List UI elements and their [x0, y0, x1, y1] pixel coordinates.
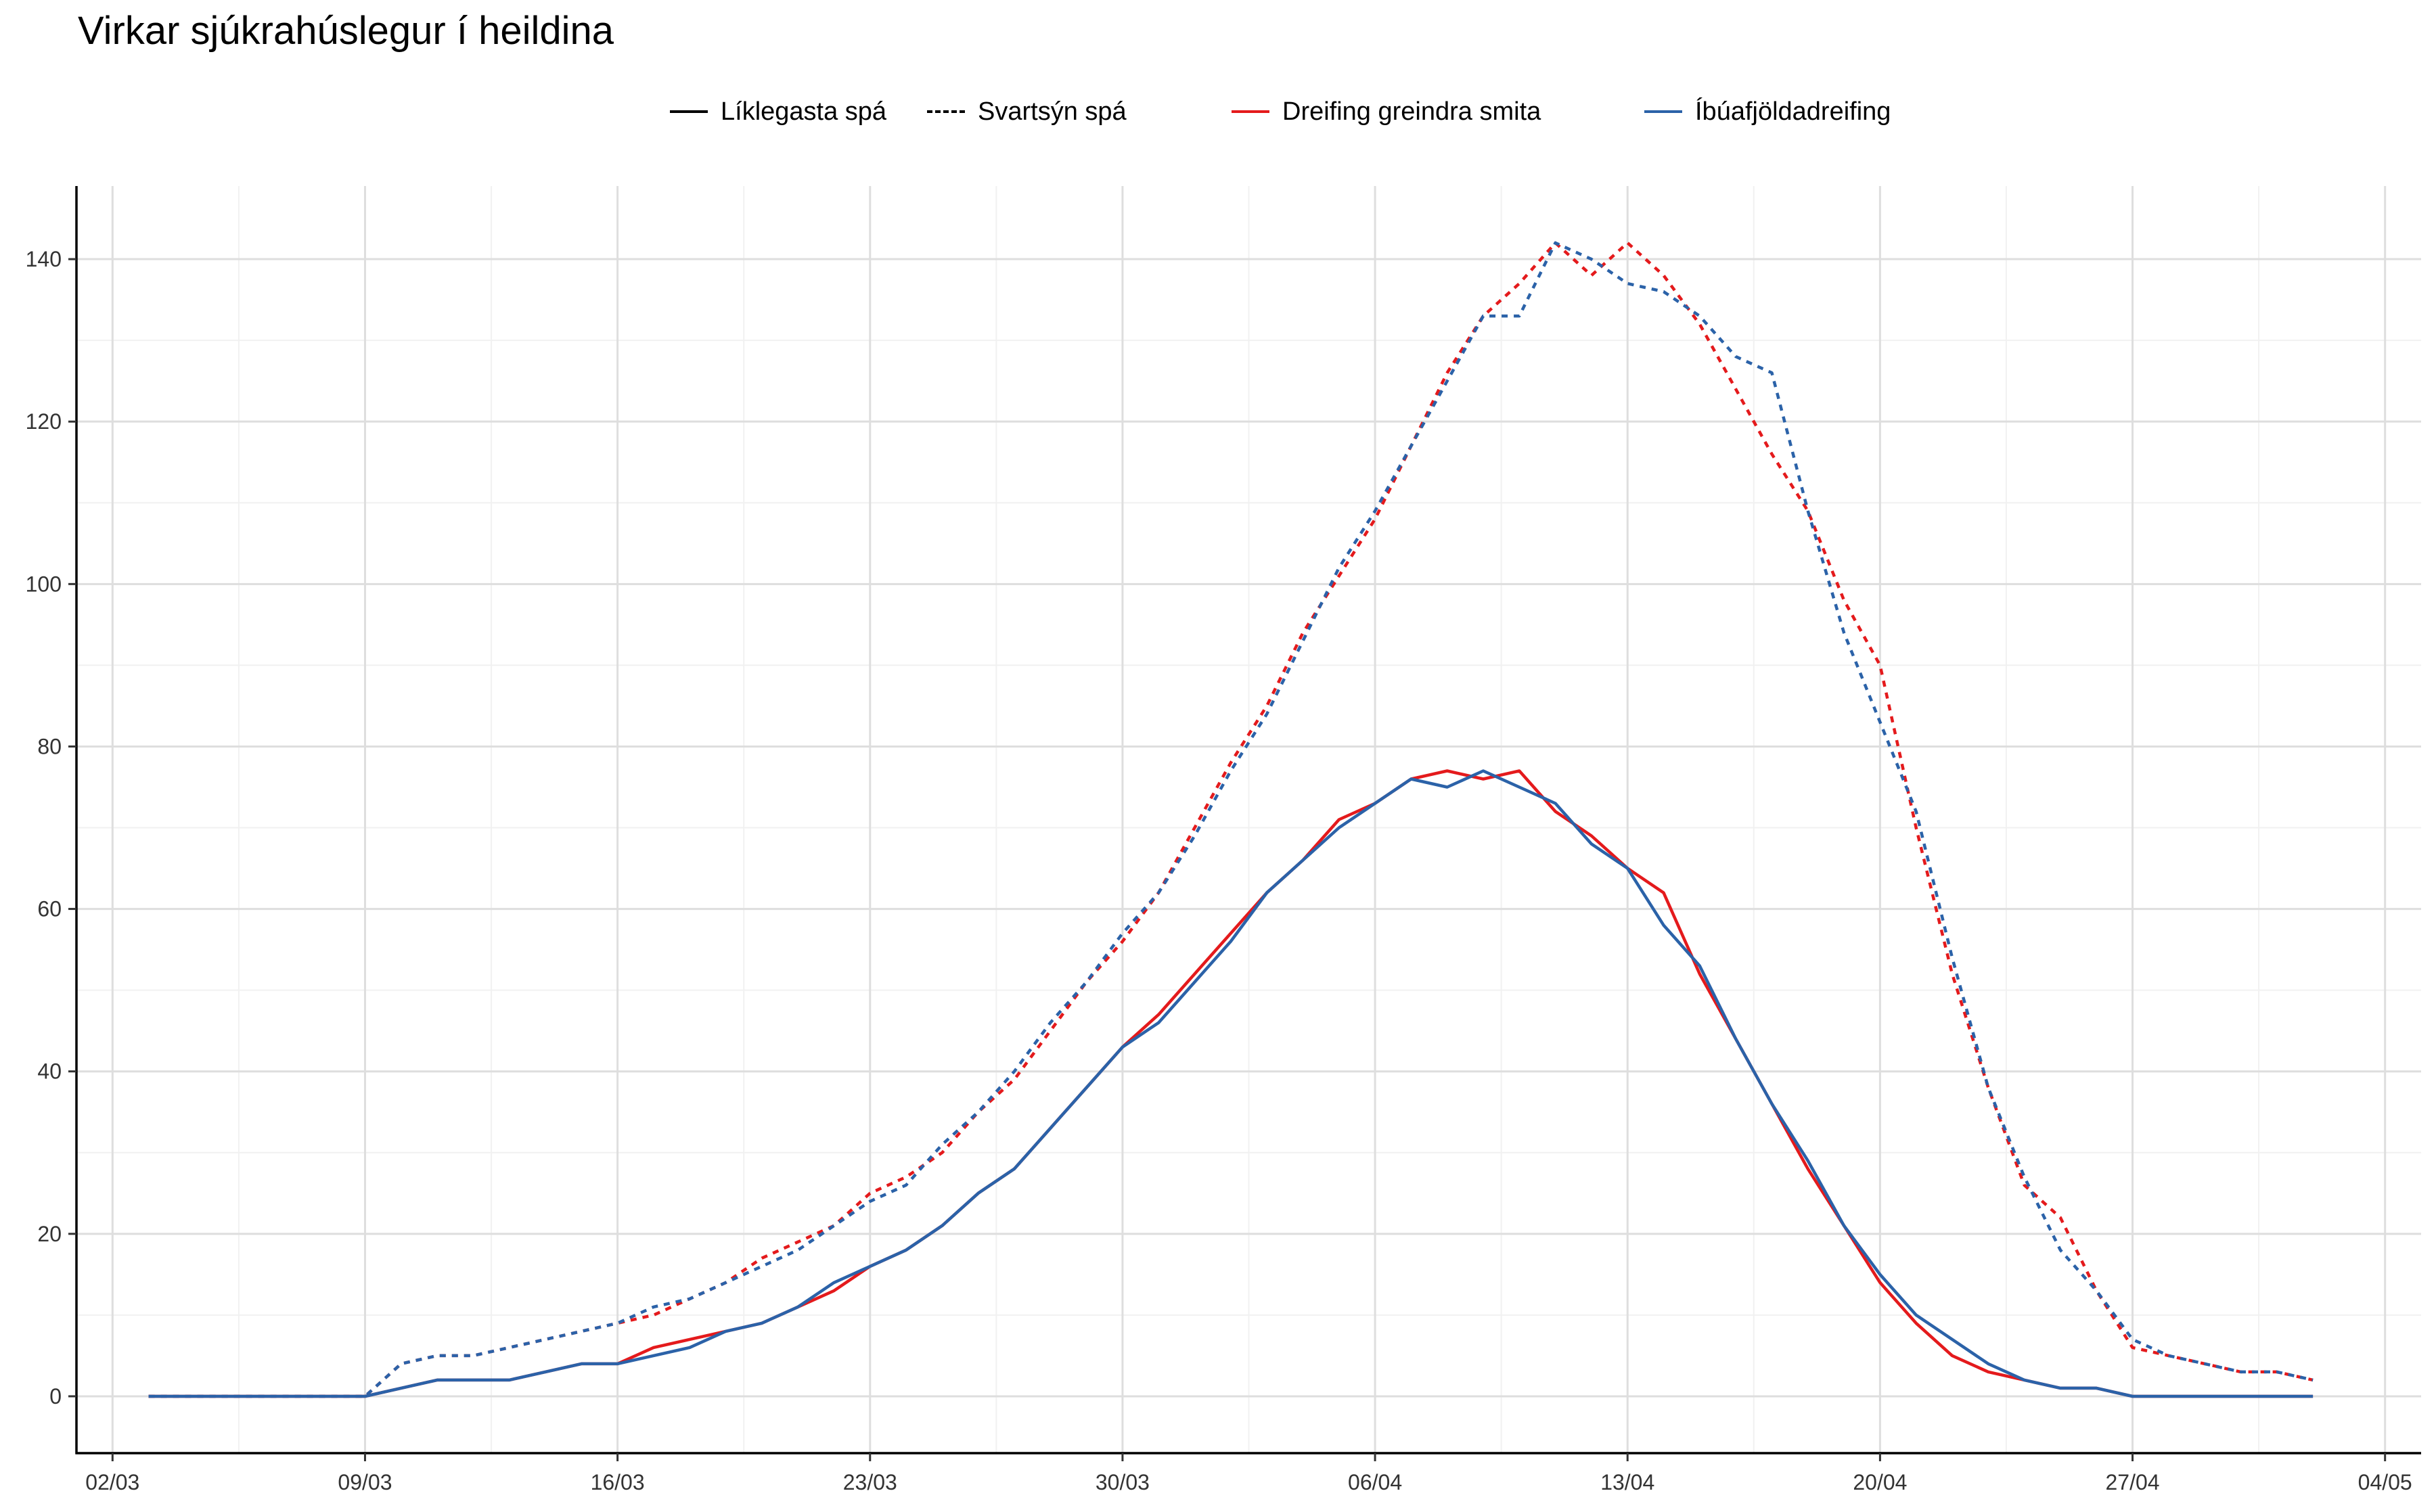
x-tick-label: 23/03: [843, 1470, 897, 1494]
y-tick-label: 120: [26, 409, 62, 434]
legend-item-solid: Líklegasta spá: [667, 88, 886, 135]
legend-key-dashed: [924, 88, 968, 135]
legend-key-solid: [667, 88, 711, 135]
x-tick-label: 06/04: [1348, 1470, 1402, 1494]
legend-label-dashed: Svartsýn spá: [978, 97, 1127, 126]
y-tick-label: 20: [37, 1222, 62, 1246]
x-tick-label: 27/04: [2105, 1470, 2159, 1494]
legend: Líklegasta spá Svartsýn spá Dreifing gre…: [0, 88, 2436, 135]
series-line-pessimistic-blue: [148, 241, 2314, 1398]
y-tick-label: 140: [26, 247, 62, 271]
series-line-pessimistic-red: [148, 241, 2314, 1398]
legend-key-red: [1228, 88, 1273, 135]
chart-title: Virkar sjúkrahúslegur í heildina: [78, 9, 614, 53]
grid-major: [76, 186, 2421, 1453]
legend-label-solid: Líklegasta spá: [721, 97, 887, 126]
legend-label-red: Dreifing greindra smita: [1282, 97, 1541, 126]
x-tick-label: 09/03: [338, 1470, 392, 1494]
y-tick-label: 60: [37, 897, 62, 921]
legend-label-blue: Íbúafjöldadreifing: [1695, 97, 1891, 126]
x-tick-label: 02/03: [85, 1470, 139, 1494]
x-tick-label: 13/04: [1600, 1470, 1654, 1494]
legend-key-blue: [1641, 88, 1686, 135]
x-tick-label: 04/05: [2358, 1470, 2412, 1494]
y-tick-label: 0: [49, 1384, 62, 1408]
x-tick-label: 20/04: [1853, 1470, 1907, 1494]
legend-item-dashed: Svartsýn spá: [924, 88, 1127, 135]
series-line-likely-blue: [148, 769, 2314, 1398]
axes-layer: [75, 186, 2421, 1454]
x-tick-label: 30/03: [1096, 1470, 1150, 1494]
series-layer: [148, 241, 2314, 1398]
y-tick-label: 40: [37, 1059, 62, 1084]
legend-item-blue: Íbúafjöldadreifing: [1641, 88, 1891, 135]
grid-minor: [76, 186, 2421, 1453]
legend-item-red: Dreifing greindra smita: [1228, 88, 1541, 135]
y-tick-label: 80: [37, 734, 62, 758]
x-tick-label: 16/03: [591, 1470, 645, 1494]
y-tick-label: 100: [26, 572, 62, 596]
ticks-layer: 02/03 09/03 16/03 23/03 30/03 06/04 13/04 20/04…: [26, 247, 2412, 1494]
